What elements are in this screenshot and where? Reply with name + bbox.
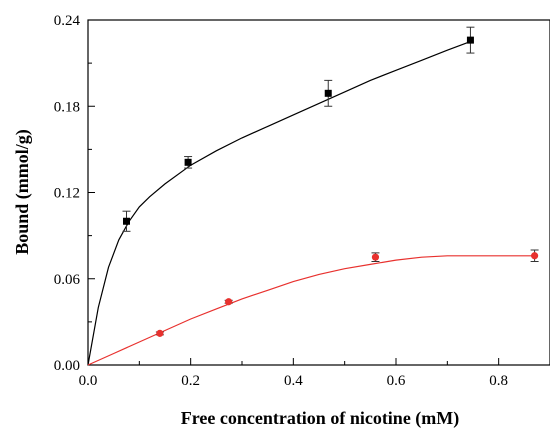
- data-point-square: [466, 36, 474, 44]
- data-point-circle: [371, 253, 380, 261]
- y-tick-label: 0.24: [54, 13, 81, 29]
- x-tick-label: 0.4: [284, 373, 303, 389]
- data-point-square: [324, 89, 332, 97]
- data-points: [123, 36, 539, 337]
- x-axis-title: Free concentration of nicotine (mM): [181, 408, 460, 429]
- data-point-circle: [531, 252, 539, 260]
- x-tick-label: 0.2: [181, 373, 200, 389]
- fit-curve-1: [87, 41, 471, 366]
- error-bars: [122, 26, 539, 336]
- x-tick-label: 0.0: [79, 373, 98, 389]
- data-point-square: [184, 158, 192, 166]
- y-tick-label: 0.12: [54, 186, 80, 202]
- fit-curve-2: [87, 255, 535, 366]
- plot-frame: [87, 19, 550, 366]
- data-point-circle: [225, 298, 233, 306]
- data-point-circle: [156, 329, 164, 337]
- x-tick-label: 0.6: [387, 373, 406, 389]
- y-tick-label: 0.18: [54, 99, 80, 115]
- fit-curves: [87, 41, 535, 366]
- x-tick-label: 0.8: [489, 373, 508, 389]
- y-axis-ticks: 0.00 0.06 0.12 0.18 0.24: [54, 13, 95, 374]
- y-axis-title: Bound (mmol/g): [12, 129, 33, 255]
- y-tick-label: 0.00: [54, 358, 80, 374]
- y-tick-label: 0.06: [54, 272, 81, 288]
- data-point-square: [123, 217, 130, 225]
- x-axis-ticks: 0.0 0.2 0.4 0.6 0.8: [79, 358, 508, 389]
